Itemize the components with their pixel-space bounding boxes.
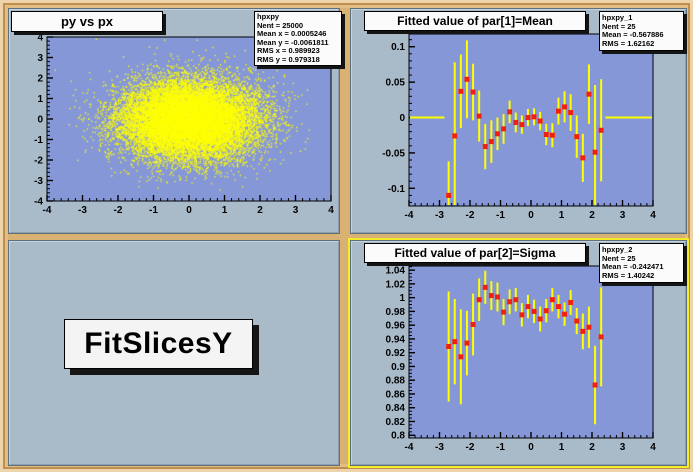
pad-mean-fit[interactable]: -4 -3 -2 -1 0 1 2 3 4 -0.1 -0.05 0 0.05 0.1 Fitted va… xyxy=(350,8,687,234)
stats-line: Mean x = 0.0005246 xyxy=(257,29,327,39)
svg-text:-2: -2 xyxy=(114,205,123,216)
stats-line: RMS = 1.62162 xyxy=(602,38,655,48)
svg-text:0.96: 0.96 xyxy=(386,321,406,332)
svg-text:-2: -2 xyxy=(34,156,43,167)
svg-text:-0.05: -0.05 xyxy=(382,148,405,159)
svg-text:-2: -2 xyxy=(466,210,475,221)
stats-line: hpxpy_2 xyxy=(602,245,633,254)
fitslicesy-text: FitSlicesY xyxy=(84,327,233,360)
svg-text:3: 3 xyxy=(293,205,299,216)
svg-text:2: 2 xyxy=(589,442,595,453)
svg-text:0.88: 0.88 xyxy=(386,376,406,387)
mean-title-text: Fitted value of par[1]=Mean xyxy=(397,14,553,28)
svg-text:-4: -4 xyxy=(405,442,414,453)
svg-text:0.8: 0.8 xyxy=(391,431,405,442)
svg-text:1: 1 xyxy=(559,442,565,453)
svg-text:0.82: 0.82 xyxy=(386,417,406,428)
sigma-stats-box[interactable]: hpxpy_2 Nent = 25 Mean = -0.242471 RMS = 1.… xyxy=(599,243,684,283)
stats-line: Mean y = -0.0061811 xyxy=(257,37,329,47)
svg-text:0.94: 0.94 xyxy=(386,334,406,345)
svg-text:2: 2 xyxy=(257,205,263,216)
mean-title-pave[interactable]: Fitted value of par[1]=Mean xyxy=(364,11,586,31)
svg-text:0: 0 xyxy=(399,113,405,124)
svg-text:1.04: 1.04 xyxy=(386,266,406,277)
svg-text:-1: -1 xyxy=(496,210,505,221)
svg-text:3: 3 xyxy=(37,53,43,64)
svg-text:2: 2 xyxy=(589,210,595,221)
svg-text:0.98: 0.98 xyxy=(386,307,406,318)
svg-text:-3: -3 xyxy=(34,176,43,187)
svg-text:4: 4 xyxy=(650,210,656,221)
svg-text:0: 0 xyxy=(528,210,534,221)
svg-text:0.86: 0.86 xyxy=(386,389,406,400)
svg-text:-4: -4 xyxy=(405,210,414,221)
mean-stats-box[interactable]: hpxpy_1 Nent = 25 Mean = -0.567886 RMS = 1.… xyxy=(599,11,684,51)
svg-text:-3: -3 xyxy=(78,205,87,216)
svg-text:0.84: 0.84 xyxy=(386,403,406,414)
svg-text:1.02: 1.02 xyxy=(386,279,406,290)
pad-sigma-fit-selected[interactable]: -4 -3 -2 -1 0 1 2 3 4 0.8 0.82 0.84 0.86 0.88 0.9 0.92 0… xyxy=(348,238,689,468)
stats-line: RMS y = 0.979318 xyxy=(257,54,320,64)
svg-text:1: 1 xyxy=(222,205,228,216)
stats-line: Mean = -0.242471 xyxy=(602,262,664,272)
svg-text:-0.1: -0.1 xyxy=(388,184,406,195)
svg-text:-4: -4 xyxy=(34,197,43,208)
svg-text:1: 1 xyxy=(559,210,565,221)
stats-line: hpxpy_1 xyxy=(602,13,633,22)
svg-text:-1: -1 xyxy=(496,442,505,453)
svg-text:4: 4 xyxy=(650,442,656,453)
pad-fitslices-label[interactable]: FitSlicesY xyxy=(8,240,340,466)
stats-line: Mean = -0.567886 xyxy=(602,30,664,40)
stats-line: Nent = 25000 xyxy=(257,20,304,30)
svg-text:4: 4 xyxy=(37,33,43,44)
sigma-title-text: Fitted value of par[2]=Sigma xyxy=(394,246,556,260)
svg-text:0: 0 xyxy=(37,115,43,126)
svg-text:4: 4 xyxy=(328,205,334,216)
svg-text:0.05: 0.05 xyxy=(386,78,406,89)
sigma-title-pave[interactable]: Fitted value of par[2]=Sigma xyxy=(364,243,586,263)
svg-text:-1: -1 xyxy=(34,135,43,146)
svg-text:0.9: 0.9 xyxy=(391,362,405,373)
svg-text:0.92: 0.92 xyxy=(386,348,406,359)
svg-text:0: 0 xyxy=(186,205,192,216)
svg-text:-4: -4 xyxy=(43,205,52,216)
fitslicesy-pave-label[interactable]: FitSlicesY xyxy=(64,319,253,369)
stats-line: Nent = 25 xyxy=(602,21,636,31)
stats-line: Nent = 25 xyxy=(602,253,636,263)
sigma-fit-plot: -4 -3 -2 -1 0 1 2 3 4 0.8 0.82 0.84 0.86 0.88 0.9 0.92 0… xyxy=(386,265,656,453)
mean-fit-plot: -4 -3 -2 -1 0 1 2 3 4 -0.1 -0.05 0 0.05 0.1 xyxy=(382,33,656,221)
svg-text:-3: -3 xyxy=(435,442,444,453)
svg-text:3: 3 xyxy=(620,210,626,221)
svg-text:2: 2 xyxy=(37,74,43,85)
svg-text:0.1: 0.1 xyxy=(391,42,405,53)
pad-scatter[interactable]: -4 -3 -2 -1 0 1 2 3 4 -4 -3 -2 -1 0 1 2 3 4 py vs px hpxp… xyxy=(8,8,342,234)
scatter-stats-box[interactable]: hpxpy Nent = 25000 Mean x = 0.0005246 Mean … xyxy=(254,11,342,66)
scatter-title-pave[interactable]: py vs px xyxy=(11,11,163,32)
stats-line: hpxpy xyxy=(257,12,280,21)
stats-line: RMS = 1.40242 xyxy=(602,270,655,280)
svg-text:-3: -3 xyxy=(435,210,444,221)
svg-text:0: 0 xyxy=(528,442,534,453)
svg-text:1: 1 xyxy=(399,293,405,304)
svg-text:-1: -1 xyxy=(149,205,158,216)
svg-text:1: 1 xyxy=(37,94,43,105)
svg-text:3: 3 xyxy=(620,442,626,453)
svg-text:-2: -2 xyxy=(466,442,475,453)
stats-line: RMS x = 0.989923 xyxy=(257,46,320,56)
scatter-title-text: py vs px xyxy=(60,14,114,29)
